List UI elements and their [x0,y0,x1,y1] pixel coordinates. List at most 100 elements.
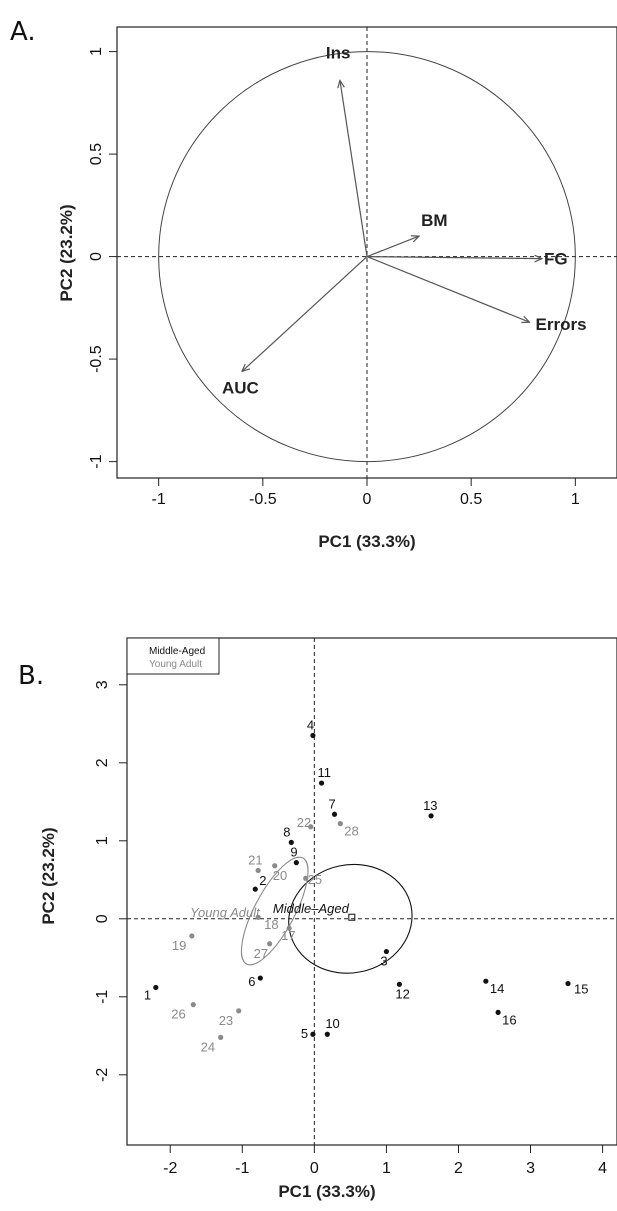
panel-b-x-tick-label: 0 [310,1160,319,1177]
score-point [153,984,159,991]
legend: Middle-Aged Young Adult [126,637,220,675]
score-point [303,875,309,881]
score-point [189,933,195,939]
loading-arrow-bm [366,236,419,258]
score-point [331,811,338,817]
panel-a-letter: A. [10,17,36,47]
score-point-label: 8 [283,824,290,839]
panel-b-letter: B. [18,661,44,691]
panel-a-x-tick-label: 1 [571,491,580,508]
score-point-label: 21 [248,852,262,867]
score-point [255,914,261,920]
panel-b-x-axis-title: PC1 (33.3%) [278,1182,375,1201]
score-point-label: 2 [259,873,266,888]
score-point-label: 16 [502,1012,516,1027]
score-point [255,867,261,874]
score-point [495,1009,501,1016]
panel-a-y-tick-label: 1 [88,47,105,56]
score-point [286,925,292,931]
score-point-label: 23 [219,1013,233,1028]
panel-b-x-tick-label: -1 [235,1160,249,1177]
score-point [383,948,390,955]
score-point [190,1002,196,1008]
score-point-label: 3 [380,954,387,969]
panel-a-x-tick-label: -0.5 [249,491,277,508]
score-point-label: 26 [171,1007,185,1022]
correlation-circle [158,51,576,463]
loading-arrow-errors [366,256,530,323]
group-label-middle-aged: Middle–Aged [273,901,350,916]
score-point-label: 12 [395,986,409,1001]
panel-b-y-tick-label: 1 [94,836,111,845]
panel-b-y-tick-label: -2 [94,1068,111,1082]
panel-b-x-tick-label: 1 [382,1160,391,1177]
score-point-label: 22 [297,815,311,830]
score-point-label: 4 [307,718,314,733]
score-point [310,1031,316,1037]
score-point-label: 27 [254,946,268,961]
loading-arrow-fg [366,257,542,259]
loading-label-ins: Ins [326,43,351,62]
score-point-label: 1 [144,987,151,1002]
score-point [483,978,489,984]
panel-a-x-axis-title: PC1 (33.3%) [318,532,415,551]
score-point [257,975,263,981]
score-point-label: 20 [273,868,287,883]
panel-a-variable-plot: PC1 (33.3%) PC2 (23.2%) -1 -0.5 0 0.5 1 -1 -0.… [57,26,617,551]
panel-b-y-tick-label: 0 [94,914,111,923]
score-point [236,1008,242,1014]
score-point [218,1034,224,1040]
legend-entry-young-adult: Young Adult [149,659,202,670]
loading-label-fg: FG [544,250,568,269]
legend-entry-middle-aged: Middle-Aged [149,646,205,657]
score-point-label: 5 [301,1026,308,1041]
score-point [565,980,571,987]
score-point-label: 10 [325,1016,339,1031]
panel-b-x-tick-label: 4 [598,1160,607,1177]
score-point [428,813,434,819]
score-point [272,863,278,869]
panel-a-y-tick-label: -1 [88,454,105,468]
score-point-label: 15 [574,982,588,997]
score-point [310,732,316,739]
panel-b-x-tick-label: 3 [526,1160,535,1177]
score-point-label: 6 [248,974,255,989]
loading-label-auc: AUC [222,378,259,397]
score-point-label: 9 [290,845,297,860]
score-point [288,839,294,845]
loading-label-errors: Errors [536,315,587,334]
score-point [337,821,343,827]
panel-b-y-tick-label: -1 [94,990,111,1004]
score-point-label: 14 [490,981,504,996]
score-point-label: 28 [344,824,358,839]
score-point [267,941,273,947]
panel-b-x-tick-label: 2 [454,1160,463,1177]
score-point-label: 25 [308,872,322,887]
loading-label-bm: BM [421,211,447,230]
legend-box [126,637,220,675]
group-label-young-adult: Young Adult [190,905,261,920]
panel-a-y-tick-label: -0.5 [88,345,105,373]
loading-arrow-ins [340,80,368,257]
panel-b-y-axis-title: PC2 (23.2%) [39,827,58,924]
score-point-label: 24 [201,1039,215,1054]
panel-b-x-tick-label: -2 [163,1160,177,1177]
panel-a-y-axis-title: PC2 (23.2%) [57,204,76,301]
ellipse-middle-aged [288,863,413,974]
score-point-label: 18 [264,917,278,932]
score-point [293,860,299,866]
score-point-label: 7 [329,796,336,811]
panel-b-score-plot: PC1 (33.3%) PC2 (23.2%) Middle-Aged Youn… [39,637,617,1201]
ellipse-young-adult [240,856,309,966]
panel-b-y-tick-label: 2 [94,758,111,767]
panel-b-y-tick-label: 3 [94,680,111,689]
score-point-label: 11 [318,765,332,780]
score-point-label: 13 [423,798,437,813]
score-point-label: 17 [281,928,295,943]
panel-a-x-tick-label: 0.5 [460,491,482,508]
score-point [308,824,314,830]
score-point [396,981,402,987]
panel-a-x-tick-label: -1 [152,491,166,508]
panel-b-plot-frame [126,637,617,1146]
